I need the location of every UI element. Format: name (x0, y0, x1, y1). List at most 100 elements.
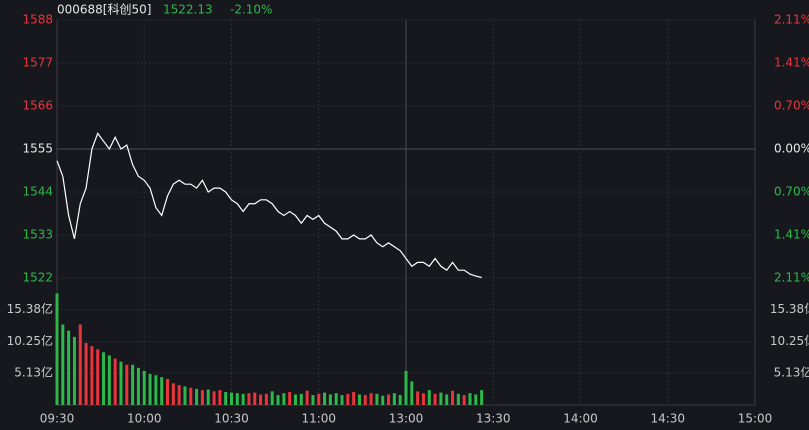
volume-bar (334, 393, 338, 405)
volume-bar (224, 391, 228, 405)
volume-bar (346, 393, 350, 405)
volume-bar (375, 393, 379, 405)
volume-bar (78, 324, 82, 405)
volume-bar (218, 390, 222, 405)
y-tick-label: 1566 (22, 99, 53, 113)
volume-bar (247, 393, 251, 405)
volume-bar (177, 385, 181, 405)
volume-bar (305, 390, 309, 405)
volume-bar (107, 355, 111, 405)
y-tick-label: 1533 (22, 228, 53, 242)
volume-bar (317, 393, 321, 405)
y2-tick-label: 1.41% (774, 55, 809, 69)
volume-bar (171, 383, 175, 405)
volume-bar (352, 391, 356, 405)
volume-bar (276, 395, 280, 405)
volume-bar (96, 349, 100, 405)
x-tick-label: 11:00 (301, 412, 336, 426)
volume-bar (212, 391, 216, 405)
volume-bar (311, 395, 315, 405)
y-tick-label: 1555 (22, 142, 53, 156)
volume-bar (142, 370, 146, 405)
volume-bar (253, 392, 257, 405)
volume-bar (235, 393, 239, 405)
y2-tick-label: 0.70% (774, 99, 809, 113)
volume-bar (445, 394, 449, 405)
volume-bar (480, 390, 484, 405)
volume-bar (230, 392, 233, 405)
y-tick-label: 1577 (22, 56, 53, 70)
chart-title: 000688[科创50] (57, 3, 151, 17)
y2-tick-label: 1.41% (774, 228, 809, 242)
volume-bar (131, 364, 135, 405)
volume-bar (264, 393, 268, 405)
marks (55, 132, 484, 405)
volume-bar (451, 390, 455, 405)
volume-bar (363, 395, 367, 405)
volume-bar (293, 394, 297, 405)
volume-bar (404, 370, 408, 405)
volume-bar (427, 390, 431, 405)
y-tick-label: 1522 (22, 271, 53, 285)
volume-bar (323, 392, 327, 405)
y2-tick-label: 2.11% (774, 271, 809, 285)
volume-bar (357, 394, 361, 405)
volume-bar (416, 391, 420, 405)
volume-bar (113, 358, 117, 405)
vol-tick-label: 15.38亿 (770, 301, 809, 316)
volume-bar (61, 324, 65, 405)
volume-bar (270, 391, 274, 405)
volume-bar (119, 361, 123, 405)
volume-bar (439, 392, 443, 405)
volume-bar (67, 330, 71, 405)
volume-bar (468, 393, 472, 405)
volume-bar (160, 377, 164, 405)
y-tick-label: 1588 (22, 13, 53, 27)
x-tick-label: 13:30 (476, 412, 511, 426)
volume-bar (340, 395, 344, 405)
x-tick-label: 14:30 (650, 412, 685, 426)
volume-bar (474, 394, 478, 405)
vol-tick-label: 15.38亿 (7, 301, 53, 316)
volume-bar (200, 390, 204, 405)
volume-bar (195, 388, 199, 405)
volume-bar (84, 343, 88, 405)
volume-bar (328, 394, 332, 405)
volume-bar (421, 393, 425, 405)
volume-bar (433, 393, 437, 405)
x-tick-label: 10:00 (127, 412, 162, 426)
volume-bar (282, 393, 286, 405)
vol-tick-label: 10.25亿 (770, 333, 809, 348)
volume-bar (456, 393, 460, 405)
volume-bar (288, 391, 292, 405)
volume-bar (259, 394, 263, 405)
x-tick-label: 13:00 (389, 412, 424, 426)
price-line (56, 132, 482, 279)
volume-bar (136, 367, 140, 405)
y2-tick-label: 2.11% (774, 13, 809, 27)
volume-bar (90, 346, 94, 405)
volume-bar (154, 375, 158, 405)
volume-bar (381, 395, 385, 405)
volume-bar (398, 395, 402, 405)
volume-bar (72, 336, 76, 405)
change: -2.10% (230, 3, 272, 17)
volume-bar (387, 394, 391, 405)
x-tick-label: 14:00 (563, 412, 598, 426)
x-tick-label: 10:30 (214, 412, 249, 426)
vol-tick-label: 5.13亿 (774, 365, 809, 380)
volume-bar (55, 293, 59, 405)
y2-tick-label: 0.00% (774, 142, 809, 156)
volume-bar (189, 387, 193, 405)
volume-bar (166, 378, 170, 405)
volume-bar (206, 389, 210, 405)
volume-bar (241, 393, 245, 405)
volume-bar (125, 364, 129, 405)
volume-bar (299, 393, 303, 405)
last-price: 1522.13 (163, 3, 213, 17)
y-tick-label: 1544 (22, 185, 53, 199)
y2-tick-label: 0.70% (774, 184, 809, 198)
x-tick-label: 09:30 (40, 412, 75, 426)
